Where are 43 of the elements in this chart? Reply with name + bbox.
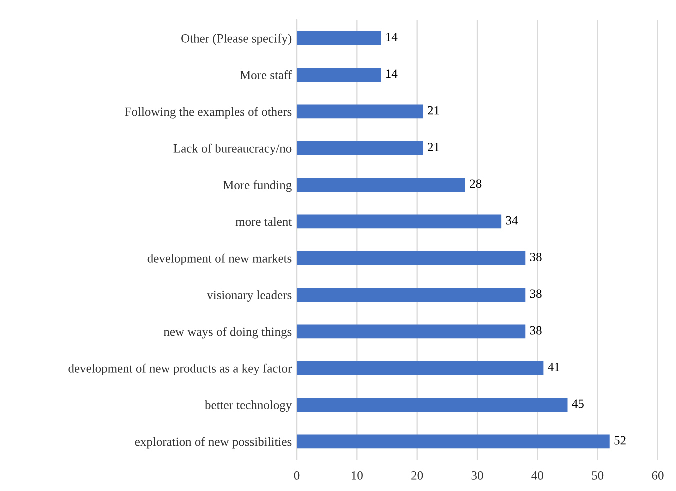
y-tick-label: development of new products as a key factor — [68, 364, 292, 376]
y-tick-label: Following the examples of others — [125, 107, 292, 119]
x-tick-label: 50 — [592, 471, 604, 480]
bar — [297, 324, 526, 339]
data-label: 28 — [470, 180, 482, 188]
y-tick-label: more talent — [236, 217, 292, 226]
y-tick-label: better technology — [205, 400, 292, 412]
data-label: 21 — [428, 143, 440, 152]
data-label: 14 — [386, 33, 398, 42]
data-label: 38 — [530, 290, 542, 298]
y-tick-label: new ways of doing things — [164, 327, 292, 339]
x-tick-label: 20 — [412, 471, 424, 480]
data-label: 21 — [428, 106, 440, 115]
bar — [297, 214, 502, 229]
bar — [297, 251, 526, 266]
data-label: 52 — [614, 436, 626, 445]
data-label: 38 — [530, 326, 542, 335]
bar — [297, 434, 610, 449]
data-label: 38 — [530, 253, 542, 262]
bar — [297, 141, 424, 156]
x-tick-label: 40 — [532, 471, 544, 480]
y-tick-label: Other (Please specify) — [182, 34, 292, 46]
y-tick-label: More funding — [223, 180, 292, 192]
bar — [297, 68, 382, 82]
bar — [297, 288, 526, 302]
bar — [297, 31, 382, 46]
data-label: 14 — [386, 70, 398, 78]
y-tick-label: exploration of new possibilities — [135, 437, 292, 449]
data-label: 41 — [548, 363, 560, 372]
y-tick-label: Lack of bureaucracy/no — [174, 144, 292, 156]
x-tick-label: 30 — [472, 471, 484, 480]
bar — [297, 361, 544, 376]
y-tick-label: visionary leaders — [207, 290, 292, 302]
bar — [297, 398, 568, 412]
data-label: 34 — [506, 216, 518, 225]
x-tick-label: 60 — [652, 471, 664, 480]
data-label: 45 — [572, 400, 584, 408]
x-tick-label: 0 — [294, 471, 300, 480]
y-tick-label: More staff — [240, 70, 292, 80]
bar — [297, 104, 424, 119]
bar — [297, 178, 466, 192]
y-tick-label: development of new markets — [148, 254, 292, 266]
x-tick-label: 10 — [352, 471, 363, 480]
